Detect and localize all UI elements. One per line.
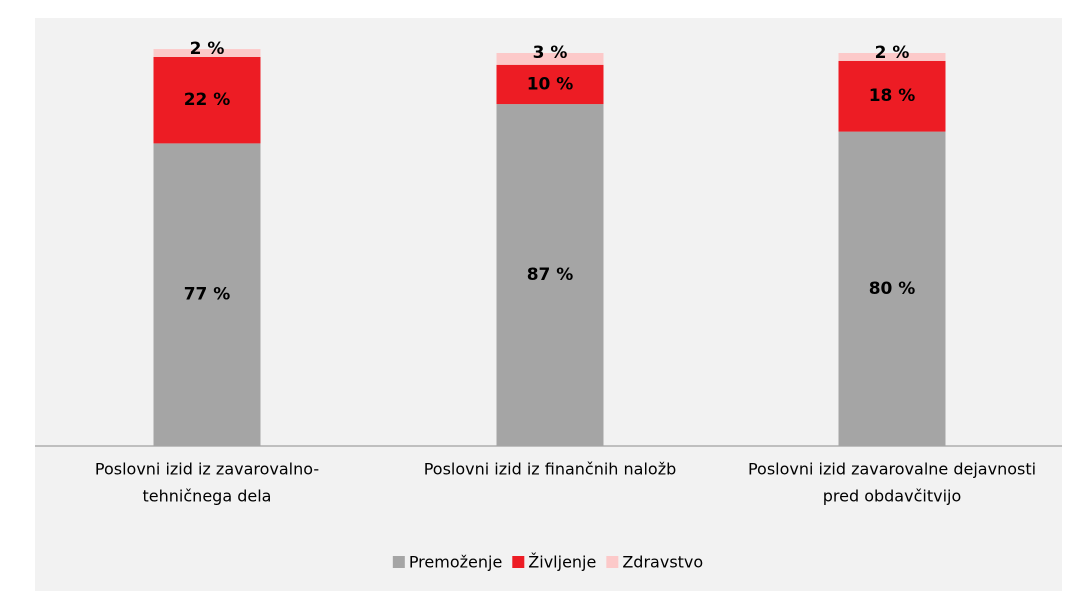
- bar-segment: [153, 143, 261, 446]
- legend-swatch: [512, 556, 525, 568]
- bar-segment: [838, 131, 946, 446]
- x-tick-label: Poslovni izid iz zavarovalno-: [95, 460, 319, 479]
- data-label: 18 %: [869, 86, 916, 106]
- x-tick-label: Poslovni izid iz finančnih naložb: [424, 460, 677, 479]
- data-label: 87 %: [527, 265, 574, 285]
- bar-segment: [838, 60, 946, 132]
- data-label: 80 %: [869, 279, 916, 299]
- legend-swatch: [392, 556, 405, 568]
- data-label: 22 %: [184, 90, 231, 110]
- bar-segment: [496, 104, 604, 446]
- data-label: 77 %: [184, 285, 231, 305]
- x-tick-label: pred obdavčitvijo: [823, 487, 962, 506]
- bar-segment: [153, 49, 261, 57]
- legend-label: Premoženje: [409, 553, 502, 572]
- data-label: 2 %: [190, 39, 225, 59]
- bar-segment: [838, 53, 946, 61]
- bar-segment: [496, 64, 604, 105]
- x-tick-label: Poslovni izid zavarovalne dejavnosti: [748, 460, 1036, 479]
- legend-swatch: [606, 556, 619, 568]
- legend-label: Življenje: [528, 553, 596, 572]
- x-tick-label: tehničnega dela: [143, 487, 272, 506]
- data-label: 2 %: [875, 43, 910, 63]
- bar-segment: [153, 56, 261, 144]
- bar-segment: [496, 53, 604, 65]
- legend-label: Zdravstvo: [622, 553, 703, 572]
- data-label: 10 %: [527, 74, 574, 94]
- data-label: 3 %: [533, 43, 568, 63]
